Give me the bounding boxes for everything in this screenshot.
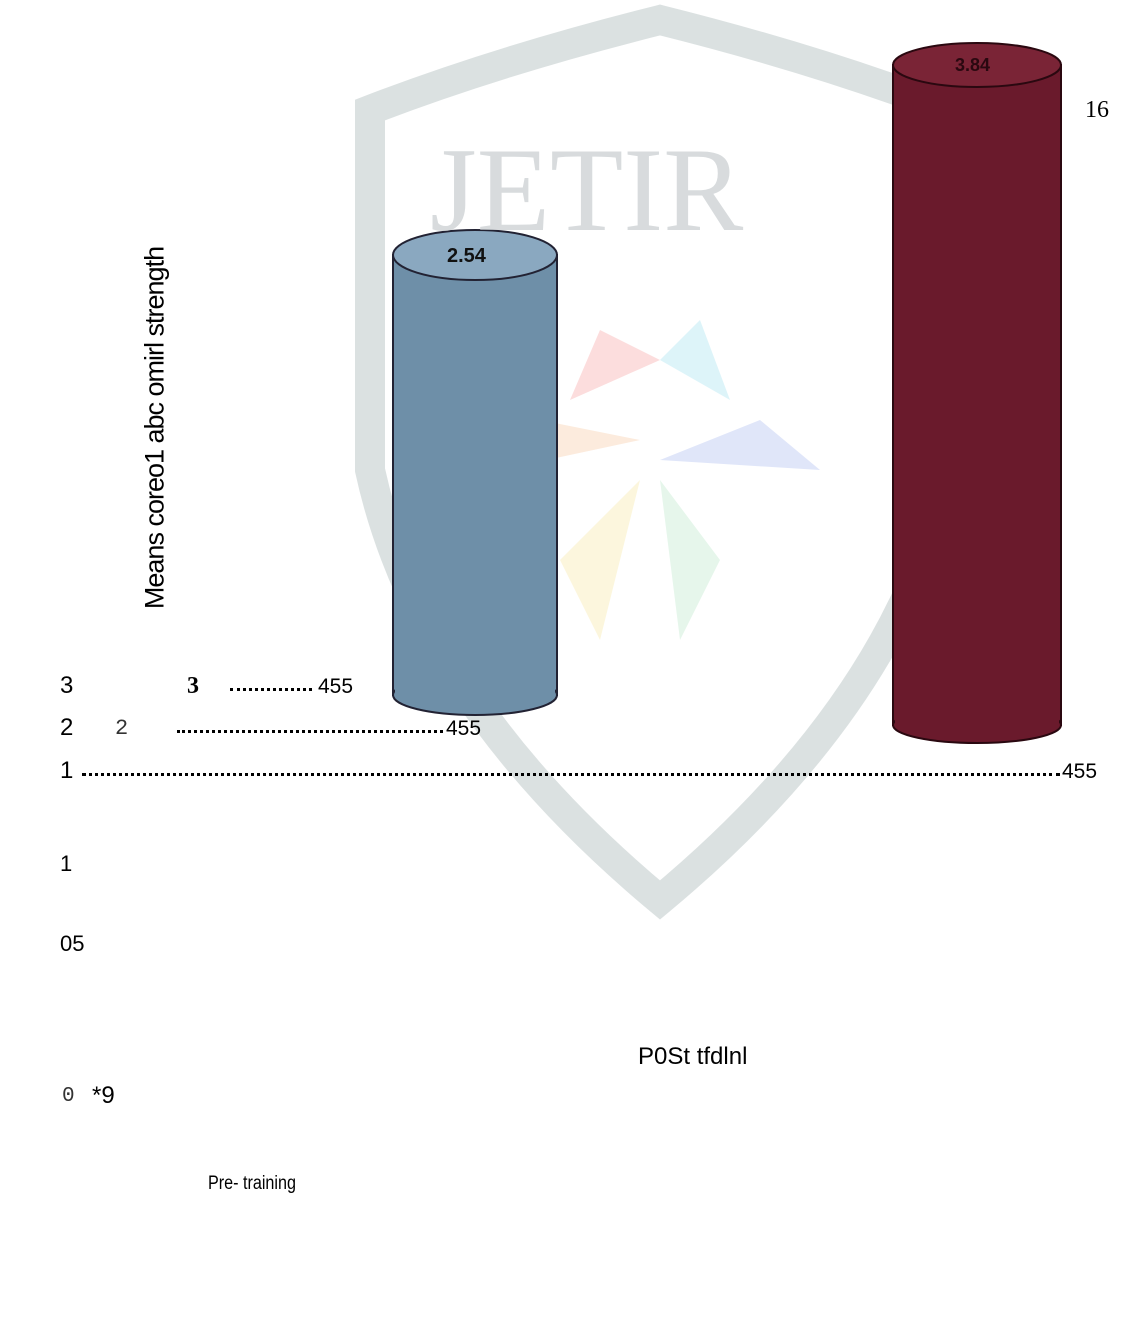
bar-label: 3.84 bbox=[955, 55, 991, 75]
y-axis-label: Means coreo1 abc omirl strength bbox=[139, 246, 170, 610]
row-label: 1 bbox=[60, 757, 74, 784]
row-end: 455 bbox=[1062, 760, 1098, 783]
stray-text: 05 bbox=[60, 931, 85, 956]
stray-text: Pre- training bbox=[208, 1173, 296, 1194]
page-number: 16 bbox=[1085, 97, 1109, 123]
row-label: 3 bbox=[60, 672, 74, 699]
row-mid: 2 bbox=[115, 716, 129, 741]
stray-text: *9 bbox=[92, 1082, 115, 1109]
blue-cylinder bbox=[392, 229, 558, 716]
row-end: 455 bbox=[318, 675, 354, 698]
dot-leader bbox=[82, 773, 1060, 776]
bar-label: 2.54 bbox=[447, 245, 486, 267]
row-end: 455 bbox=[446, 717, 482, 740]
stray-text: 0 bbox=[62, 1085, 75, 1108]
row-label: 2 bbox=[60, 714, 74, 741]
dot-leader bbox=[230, 688, 312, 691]
row-mid: 3 bbox=[187, 673, 199, 699]
stray-text: P0St tfdlnl bbox=[638, 1043, 748, 1070]
stray-text: 1 bbox=[60, 851, 73, 876]
watermark-text: JETIR bbox=[430, 123, 744, 256]
dot-leader bbox=[177, 730, 443, 733]
red-cylinder bbox=[892, 42, 1062, 744]
